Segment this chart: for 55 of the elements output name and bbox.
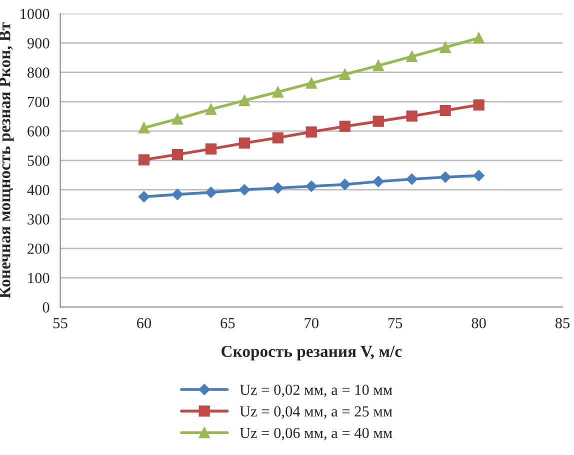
point [306,126,317,138]
point [406,50,418,62]
point [306,180,317,192]
y-tick-label: 100 [28,272,50,284]
y-tick-label: 600 [28,126,50,136]
y-tick-label: 800 [28,67,50,78]
point [473,99,484,110]
point [138,122,150,134]
point [205,186,217,198]
y-tick-label: 900 [27,38,50,48]
point [138,191,150,202]
y-tick-label: 1000 [20,8,50,20]
point [205,143,216,154]
point [272,86,284,98]
x-tick-label: 80 [472,318,486,328]
x-tick-label: 65 [220,318,235,328]
point [272,182,284,194]
point [473,32,484,44]
x-tick-label: 60 [136,318,152,328]
y-tick-label: 500 [28,156,50,166]
point [172,113,184,125]
legend-label: Uz = 0,02 мм, a = 10 мм [240,384,392,398]
point [238,94,250,106]
point [172,188,184,200]
y-tick-label: 200 [28,244,50,254]
y-tick-label: 400 [27,184,50,196]
point [272,132,284,144]
point [138,154,150,166]
legend-label: Uz = 0,06 мм, a = 40 мм [240,428,392,440]
point [372,116,384,127]
point [406,110,418,122]
point [339,68,350,80]
point [372,60,384,72]
point [440,42,451,53]
point [372,176,384,188]
y-tick-label: 300 [28,214,50,225]
x-axis-title: Скорость резания V, м/с [222,346,402,360]
point [440,172,451,183]
point [205,104,216,115]
point [238,184,250,196]
x-tick-label: 75 [388,318,402,328]
x-tick-label: 55 [54,318,68,328]
y-tick-label: 0 [42,302,50,313]
x-tick-label: 85 [555,318,570,328]
point [238,138,250,149]
point [440,104,451,116]
point [172,148,184,160]
point [339,178,350,190]
point [473,170,484,182]
point [406,174,418,185]
point [339,120,350,132]
legend-label: Uz = 0,04 мм, a = 25 мм [240,406,392,419]
x-tick-label: 70 [304,318,318,328]
point [306,78,317,89]
y-tick-label: 700 [28,96,50,108]
